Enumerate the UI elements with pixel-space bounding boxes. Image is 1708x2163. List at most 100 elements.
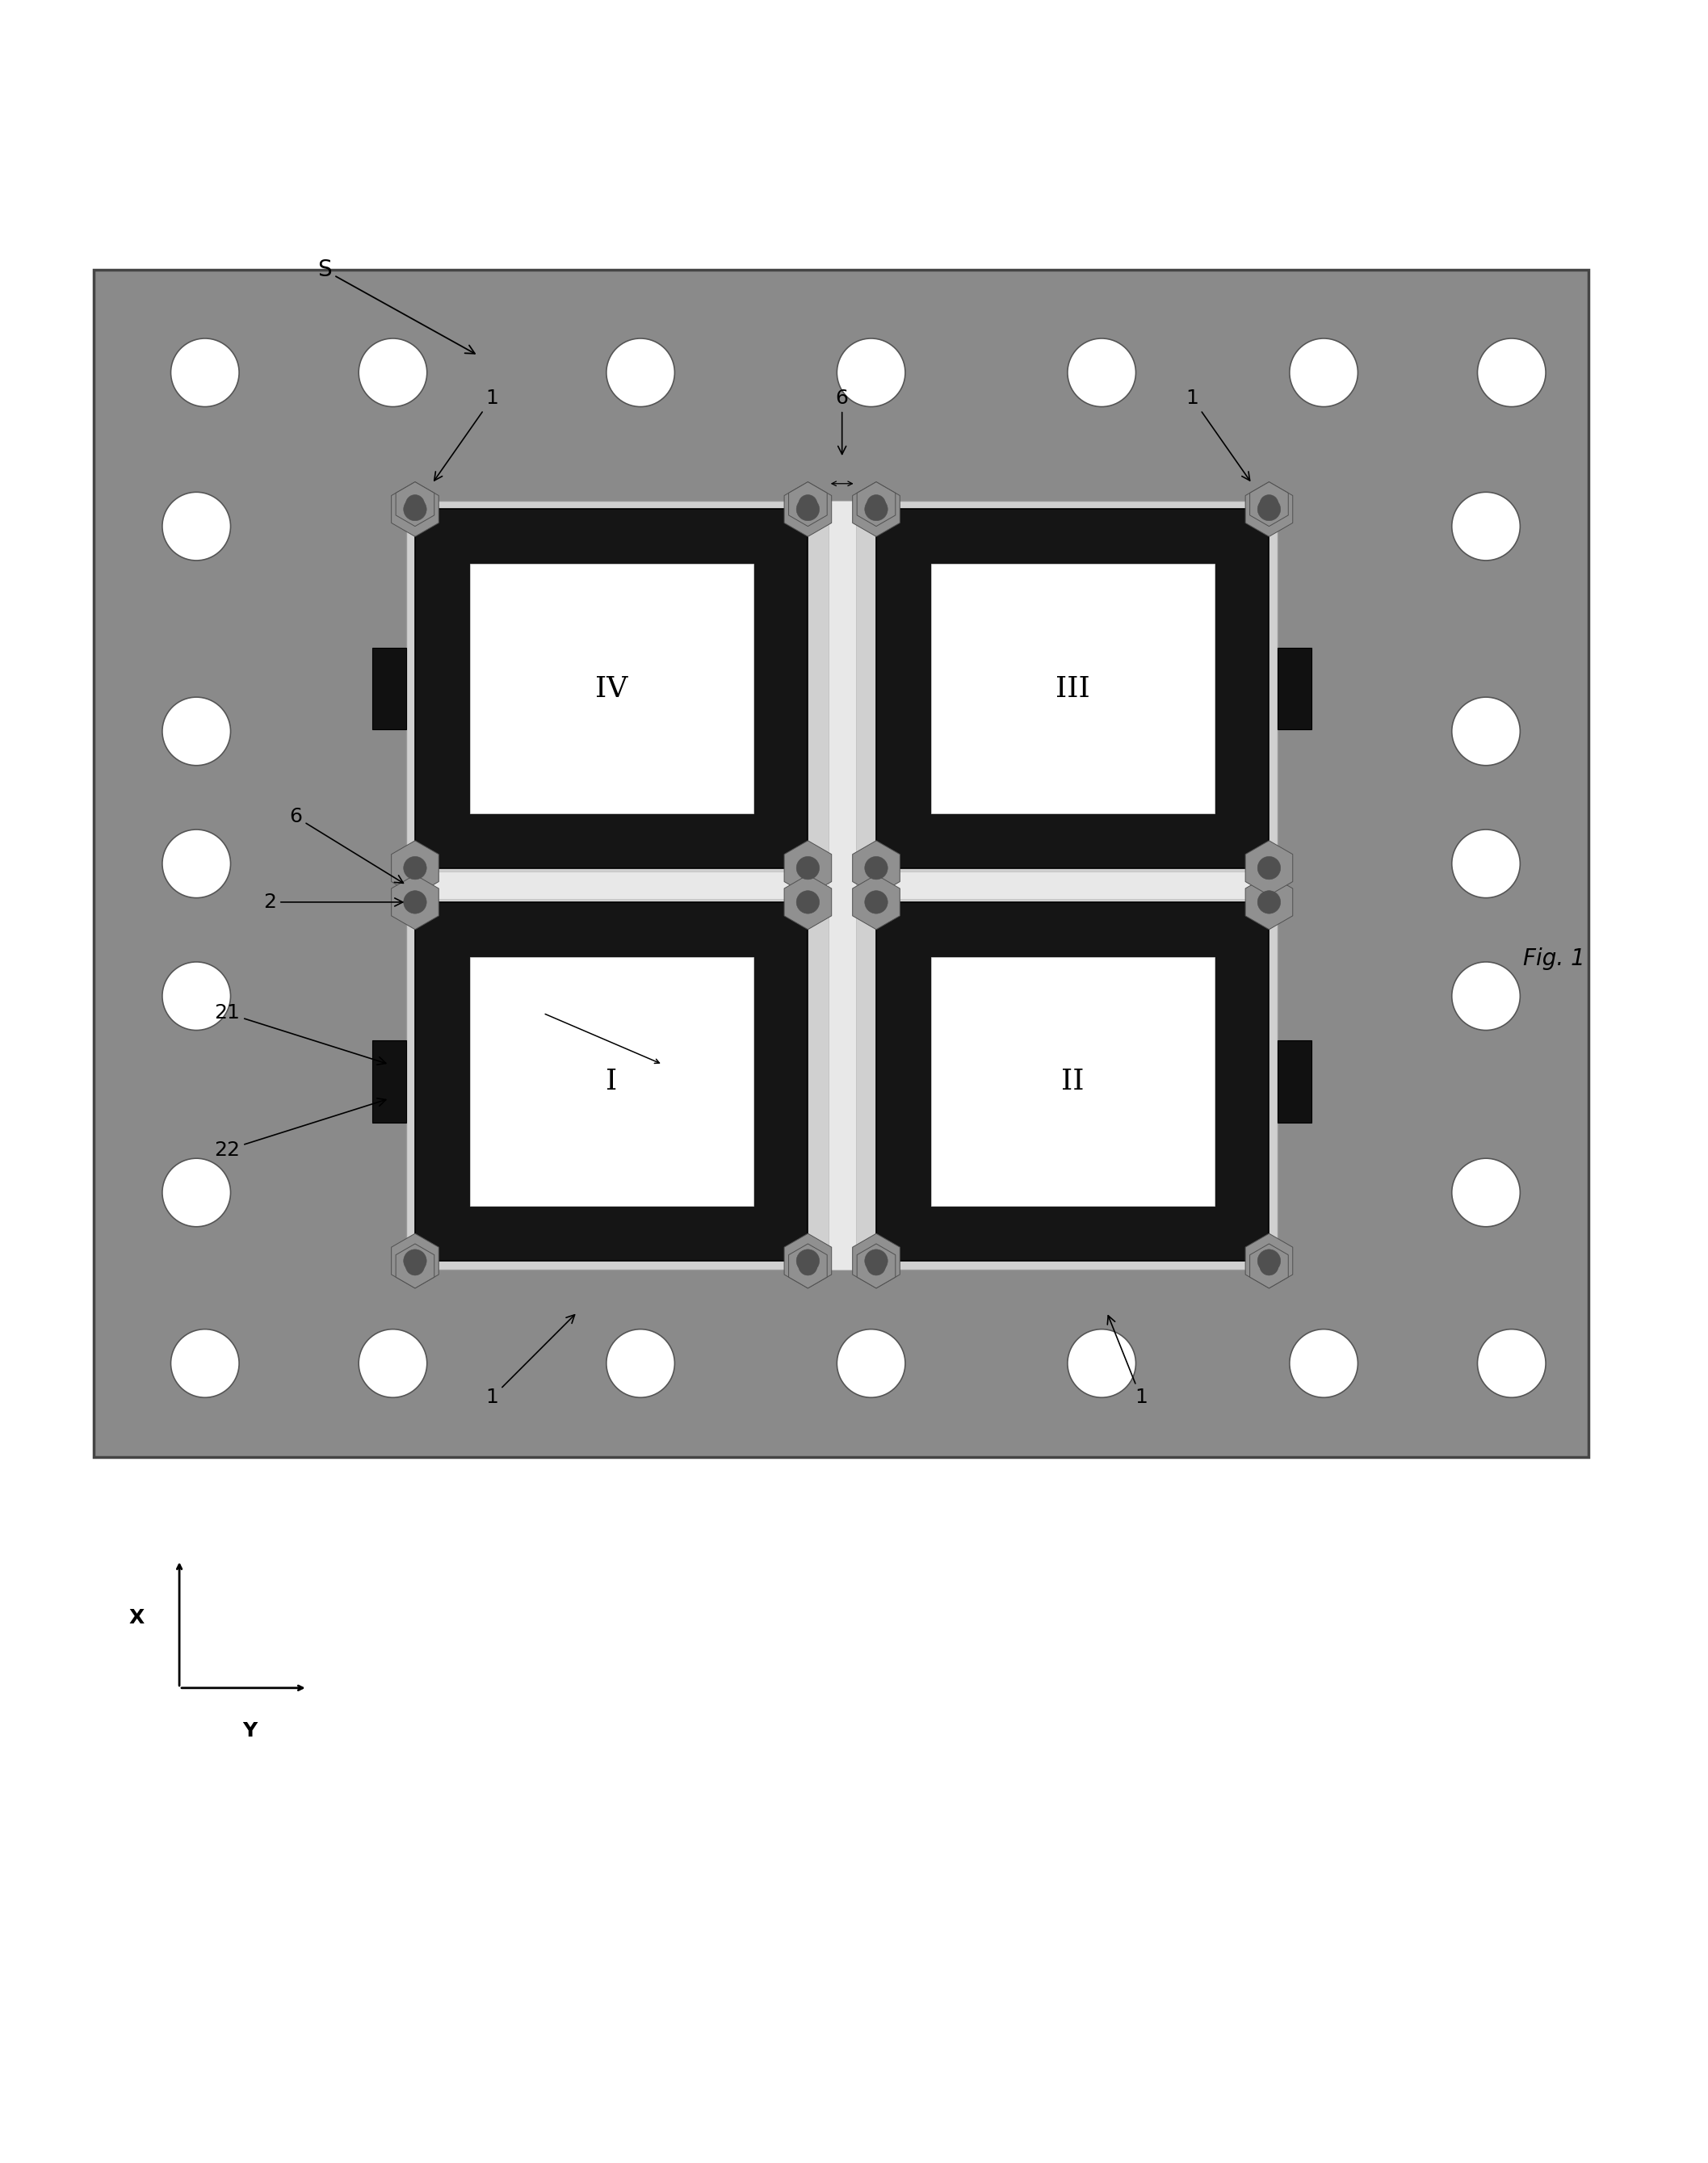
Circle shape (407, 495, 424, 513)
Circle shape (1452, 493, 1520, 560)
Bar (931, 565, 1214, 813)
Circle shape (403, 857, 427, 880)
Circle shape (1452, 963, 1520, 1030)
Circle shape (1452, 696, 1520, 766)
Circle shape (1477, 1330, 1546, 1397)
Circle shape (796, 857, 820, 880)
Circle shape (162, 696, 231, 766)
Bar (1278, 1040, 1312, 1123)
Circle shape (864, 1250, 888, 1272)
Circle shape (606, 337, 675, 407)
Circle shape (162, 831, 231, 898)
Polygon shape (396, 1244, 434, 1289)
Polygon shape (784, 841, 832, 895)
Circle shape (1290, 1330, 1358, 1397)
Text: 1: 1 (1185, 389, 1250, 480)
Text: 22: 22 (214, 1099, 386, 1159)
Bar (415, 902, 808, 1261)
Text: III: III (1056, 675, 1090, 703)
Circle shape (1068, 337, 1136, 407)
Polygon shape (784, 1233, 832, 1289)
Polygon shape (852, 874, 900, 930)
Polygon shape (1245, 841, 1293, 895)
Bar (931, 956, 1214, 1207)
Text: 21: 21 (214, 1004, 386, 1064)
Circle shape (796, 1250, 820, 1272)
Polygon shape (391, 482, 439, 536)
Circle shape (837, 1330, 905, 1397)
Text: II: II (1061, 1069, 1085, 1094)
Circle shape (171, 337, 239, 407)
Circle shape (1257, 497, 1281, 521)
Bar (415, 508, 808, 867)
Circle shape (1290, 337, 1358, 407)
Polygon shape (852, 482, 900, 536)
Circle shape (1257, 891, 1281, 913)
Bar (828, 500, 856, 1270)
Polygon shape (852, 1233, 900, 1289)
Polygon shape (1245, 482, 1293, 536)
Circle shape (162, 1159, 231, 1226)
Circle shape (359, 337, 427, 407)
Polygon shape (1250, 482, 1288, 526)
Polygon shape (784, 874, 832, 930)
Circle shape (796, 497, 820, 521)
Circle shape (796, 891, 820, 913)
Polygon shape (789, 1244, 827, 1289)
Polygon shape (789, 482, 827, 526)
Text: 2: 2 (263, 893, 403, 913)
Text: I: I (606, 1069, 617, 1094)
Circle shape (1261, 495, 1278, 513)
Circle shape (799, 495, 816, 513)
Text: 1: 1 (434, 389, 499, 480)
Circle shape (1452, 1159, 1520, 1226)
Circle shape (868, 495, 885, 513)
Bar (1278, 647, 1312, 729)
Polygon shape (857, 482, 895, 526)
Bar (876, 508, 1269, 867)
Bar (372, 647, 407, 729)
Text: Y: Y (243, 1722, 258, 1741)
Polygon shape (391, 841, 439, 895)
Circle shape (403, 891, 427, 913)
Circle shape (403, 497, 427, 521)
Bar (470, 565, 753, 813)
Circle shape (403, 1250, 427, 1272)
Circle shape (799, 1257, 816, 1276)
Circle shape (1257, 857, 1281, 880)
Text: 1: 1 (1107, 1315, 1148, 1408)
Polygon shape (857, 1244, 895, 1289)
Circle shape (407, 1257, 424, 1276)
Polygon shape (1245, 874, 1293, 930)
Text: 1: 1 (485, 1315, 574, 1408)
Bar (407, 500, 1278, 1270)
Bar (470, 956, 753, 1207)
Circle shape (359, 1330, 427, 1397)
Polygon shape (852, 841, 900, 895)
Circle shape (837, 337, 905, 407)
Bar (876, 902, 1269, 1261)
Bar (407, 872, 1278, 898)
Bar (94, 270, 1588, 1458)
Circle shape (1261, 1257, 1278, 1276)
Circle shape (1068, 1330, 1136, 1397)
Text: 6: 6 (835, 389, 849, 454)
Circle shape (162, 493, 231, 560)
Text: X: X (128, 1607, 145, 1627)
Circle shape (864, 857, 888, 880)
Polygon shape (1250, 1244, 1288, 1289)
Polygon shape (391, 874, 439, 930)
Circle shape (868, 1257, 885, 1276)
Circle shape (606, 1330, 675, 1397)
Circle shape (864, 891, 888, 913)
Text: Fig. 1: Fig. 1 (1524, 947, 1585, 969)
Polygon shape (396, 482, 434, 526)
Polygon shape (391, 1233, 439, 1289)
Bar (372, 1040, 407, 1123)
Polygon shape (784, 482, 832, 536)
Text: 6: 6 (289, 807, 403, 883)
Circle shape (1257, 1250, 1281, 1272)
Polygon shape (1245, 1233, 1293, 1289)
Circle shape (171, 1330, 239, 1397)
Text: IV: IV (594, 675, 629, 703)
